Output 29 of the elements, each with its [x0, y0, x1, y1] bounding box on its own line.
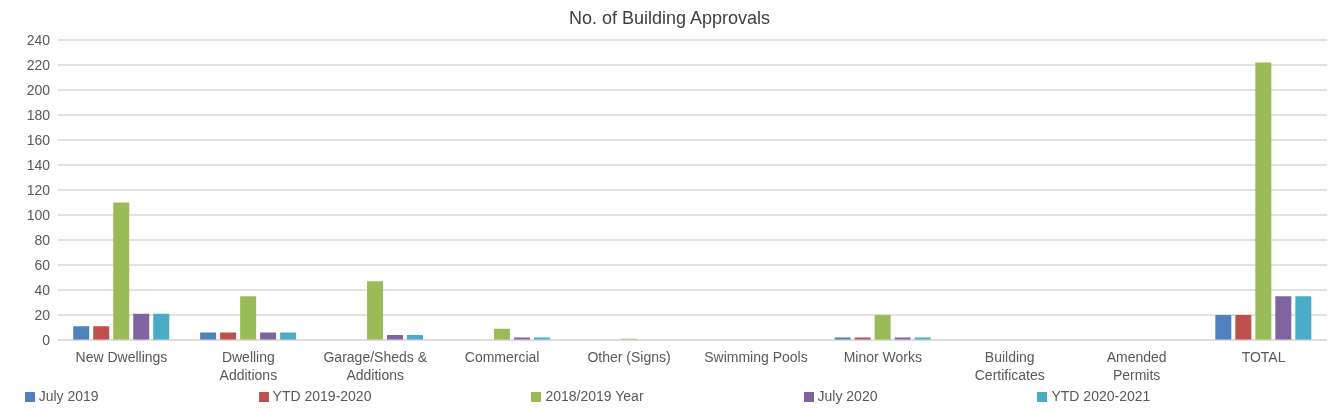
x-tick-label: Amended Permits	[1106, 349, 1167, 383]
x-tick-label: New Dwellings	[75, 349, 168, 365]
legend-label: July 2020	[817, 388, 878, 404]
x-tick-label: Minor Works	[843, 349, 923, 365]
legend-label: July 2019	[38, 388, 99, 404]
y-tick-label: 160	[26, 131, 51, 148]
y-tick-label: 100	[26, 206, 51, 223]
x-tick-label: Garage/Sheds & Additions	[323, 349, 428, 383]
y-tick-label: 0	[42, 331, 51, 348]
y-tick-label: 200	[26, 81, 51, 98]
legend-label: 2018/2019 Year	[545, 388, 644, 404]
chart-title: No. of Building Approvals	[567, 8, 772, 30]
y-tick-label: 120	[26, 181, 51, 198]
x-tick-label: Commercial	[464, 349, 540, 365]
y-tick-label: 40	[34, 281, 51, 298]
y-tick-label: 140	[26, 156, 51, 173]
x-tick-label: Other (Signs)	[587, 349, 671, 365]
x-tick-label: Building Certificates	[974, 349, 1045, 383]
y-tick-label: 60	[34, 256, 51, 273]
y-tick-label: 240	[26, 31, 51, 48]
x-tick-label: TOTAL	[1241, 349, 1286, 365]
legend-label: YTD 2020-2021	[1051, 388, 1151, 404]
legend-label: YTD 2019-2020	[272, 388, 372, 404]
x-tick-label: Dwelling Additions	[219, 349, 278, 383]
x-tick-label: Swimming Pools	[704, 349, 808, 365]
y-tick-label: 20	[34, 306, 51, 323]
y-tick-label: 220	[26, 56, 51, 73]
y-tick-label: 80	[34, 231, 51, 248]
y-tick-label: 180	[26, 106, 51, 123]
